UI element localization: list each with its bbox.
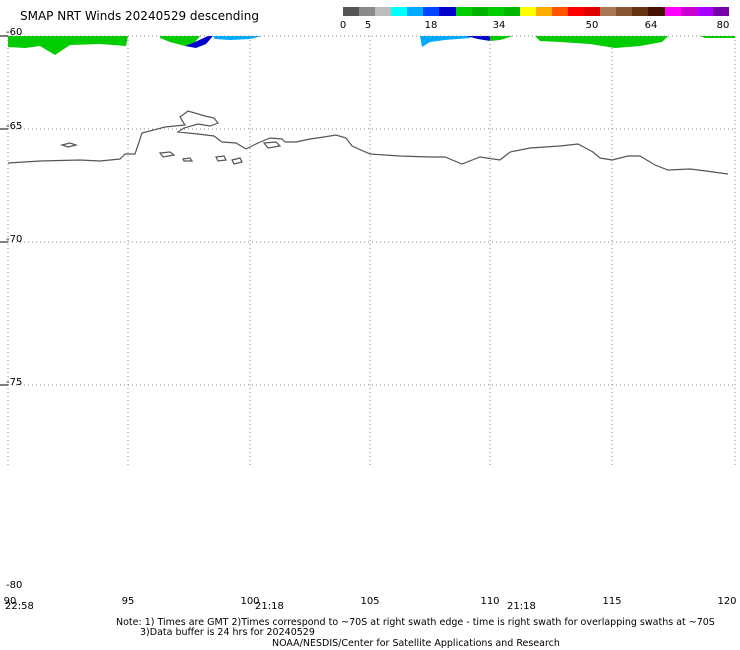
footer-credit: NOAA/NESDIS/Center for Satellite Applica…: [272, 638, 560, 649]
lon-label: 90: [3, 596, 17, 607]
colorbar-segment: [584, 7, 601, 16]
lon-label: 120: [717, 596, 737, 607]
footer-note: Note: 1) Times are GMT 2)Times correspon…: [116, 617, 715, 628]
colorbar-segment: [503, 7, 520, 16]
colorbar-label: 5: [364, 20, 372, 31]
colorbar-segment: [407, 7, 424, 16]
colorbar-label: 50: [585, 20, 599, 31]
colorbar-label: 18: [424, 20, 438, 31]
wind-swath-middle: [160, 36, 200, 46]
lat-label: -60: [6, 27, 23, 38]
wind-swath-right-green: [490, 36, 513, 41]
colorbar-segment: [487, 7, 504, 16]
lon-label: 100: [240, 596, 260, 607]
lat-label: -75: [6, 377, 23, 388]
colorbar-label: 0: [339, 20, 347, 31]
lon-label: 115: [602, 596, 622, 607]
swath-time: 22:58: [5, 601, 34, 612]
colorbar-segment: [375, 7, 392, 16]
lat-label: -70: [6, 234, 23, 245]
colorbar-segment: [600, 7, 617, 16]
lat-label: -80: [6, 580, 23, 591]
wind-speed-colorbar: [343, 7, 729, 16]
lon-label: 95: [121, 596, 135, 607]
colorbar-segment: [391, 7, 408, 16]
colorbar-segment: [439, 7, 456, 16]
colorbar-segment: [519, 7, 536, 16]
footer-note: 3)Data buffer is 24 hrs for 20240529: [140, 627, 315, 638]
colorbar-segment: [455, 7, 472, 16]
colorbar-segment: [471, 7, 488, 16]
lat-lon-grid: [7, 35, 736, 465]
swath-time: 21:18: [255, 601, 284, 612]
colorbar-segment: [616, 7, 633, 16]
colorbar-segment: [680, 7, 697, 16]
wind-swath-lightblue: [213, 36, 262, 40]
colorbar-segment: [648, 7, 665, 16]
wind-swath-right-blue: [420, 36, 470, 47]
wind-swath-edge: [700, 36, 735, 38]
swath-time: 21:18: [507, 601, 536, 612]
colorbar-segment: [568, 7, 585, 16]
colorbar-segment: [343, 7, 360, 16]
colorbar-segment: [696, 7, 713, 16]
colorbar-segment: [535, 7, 553, 16]
colorbar-segment: [712, 7, 729, 16]
wind-swath-right-darkblue: [466, 36, 490, 41]
colorbar-segment: [423, 7, 440, 16]
antarctic-coastline: [7, 110, 729, 175]
lon-label: 110: [480, 596, 500, 607]
colorbar-segment: [552, 7, 569, 16]
colorbar-label: 64: [644, 20, 658, 31]
colorbar-label: 80: [716, 20, 730, 31]
wind-swath-far-right: [535, 36, 668, 48]
lon-label: 105: [360, 596, 380, 607]
colorbar-segment: [664, 7, 681, 16]
wind-swath-left: [8, 36, 128, 55]
colorbar-segment: [632, 7, 649, 16]
map-title: SMAP NRT Winds 20240529 descending: [20, 9, 259, 23]
wind-swath-blue: [185, 36, 213, 48]
lat-label: -65: [6, 121, 23, 132]
colorbar-segment: [359, 7, 376, 16]
colorbar-label: 34: [492, 20, 506, 31]
